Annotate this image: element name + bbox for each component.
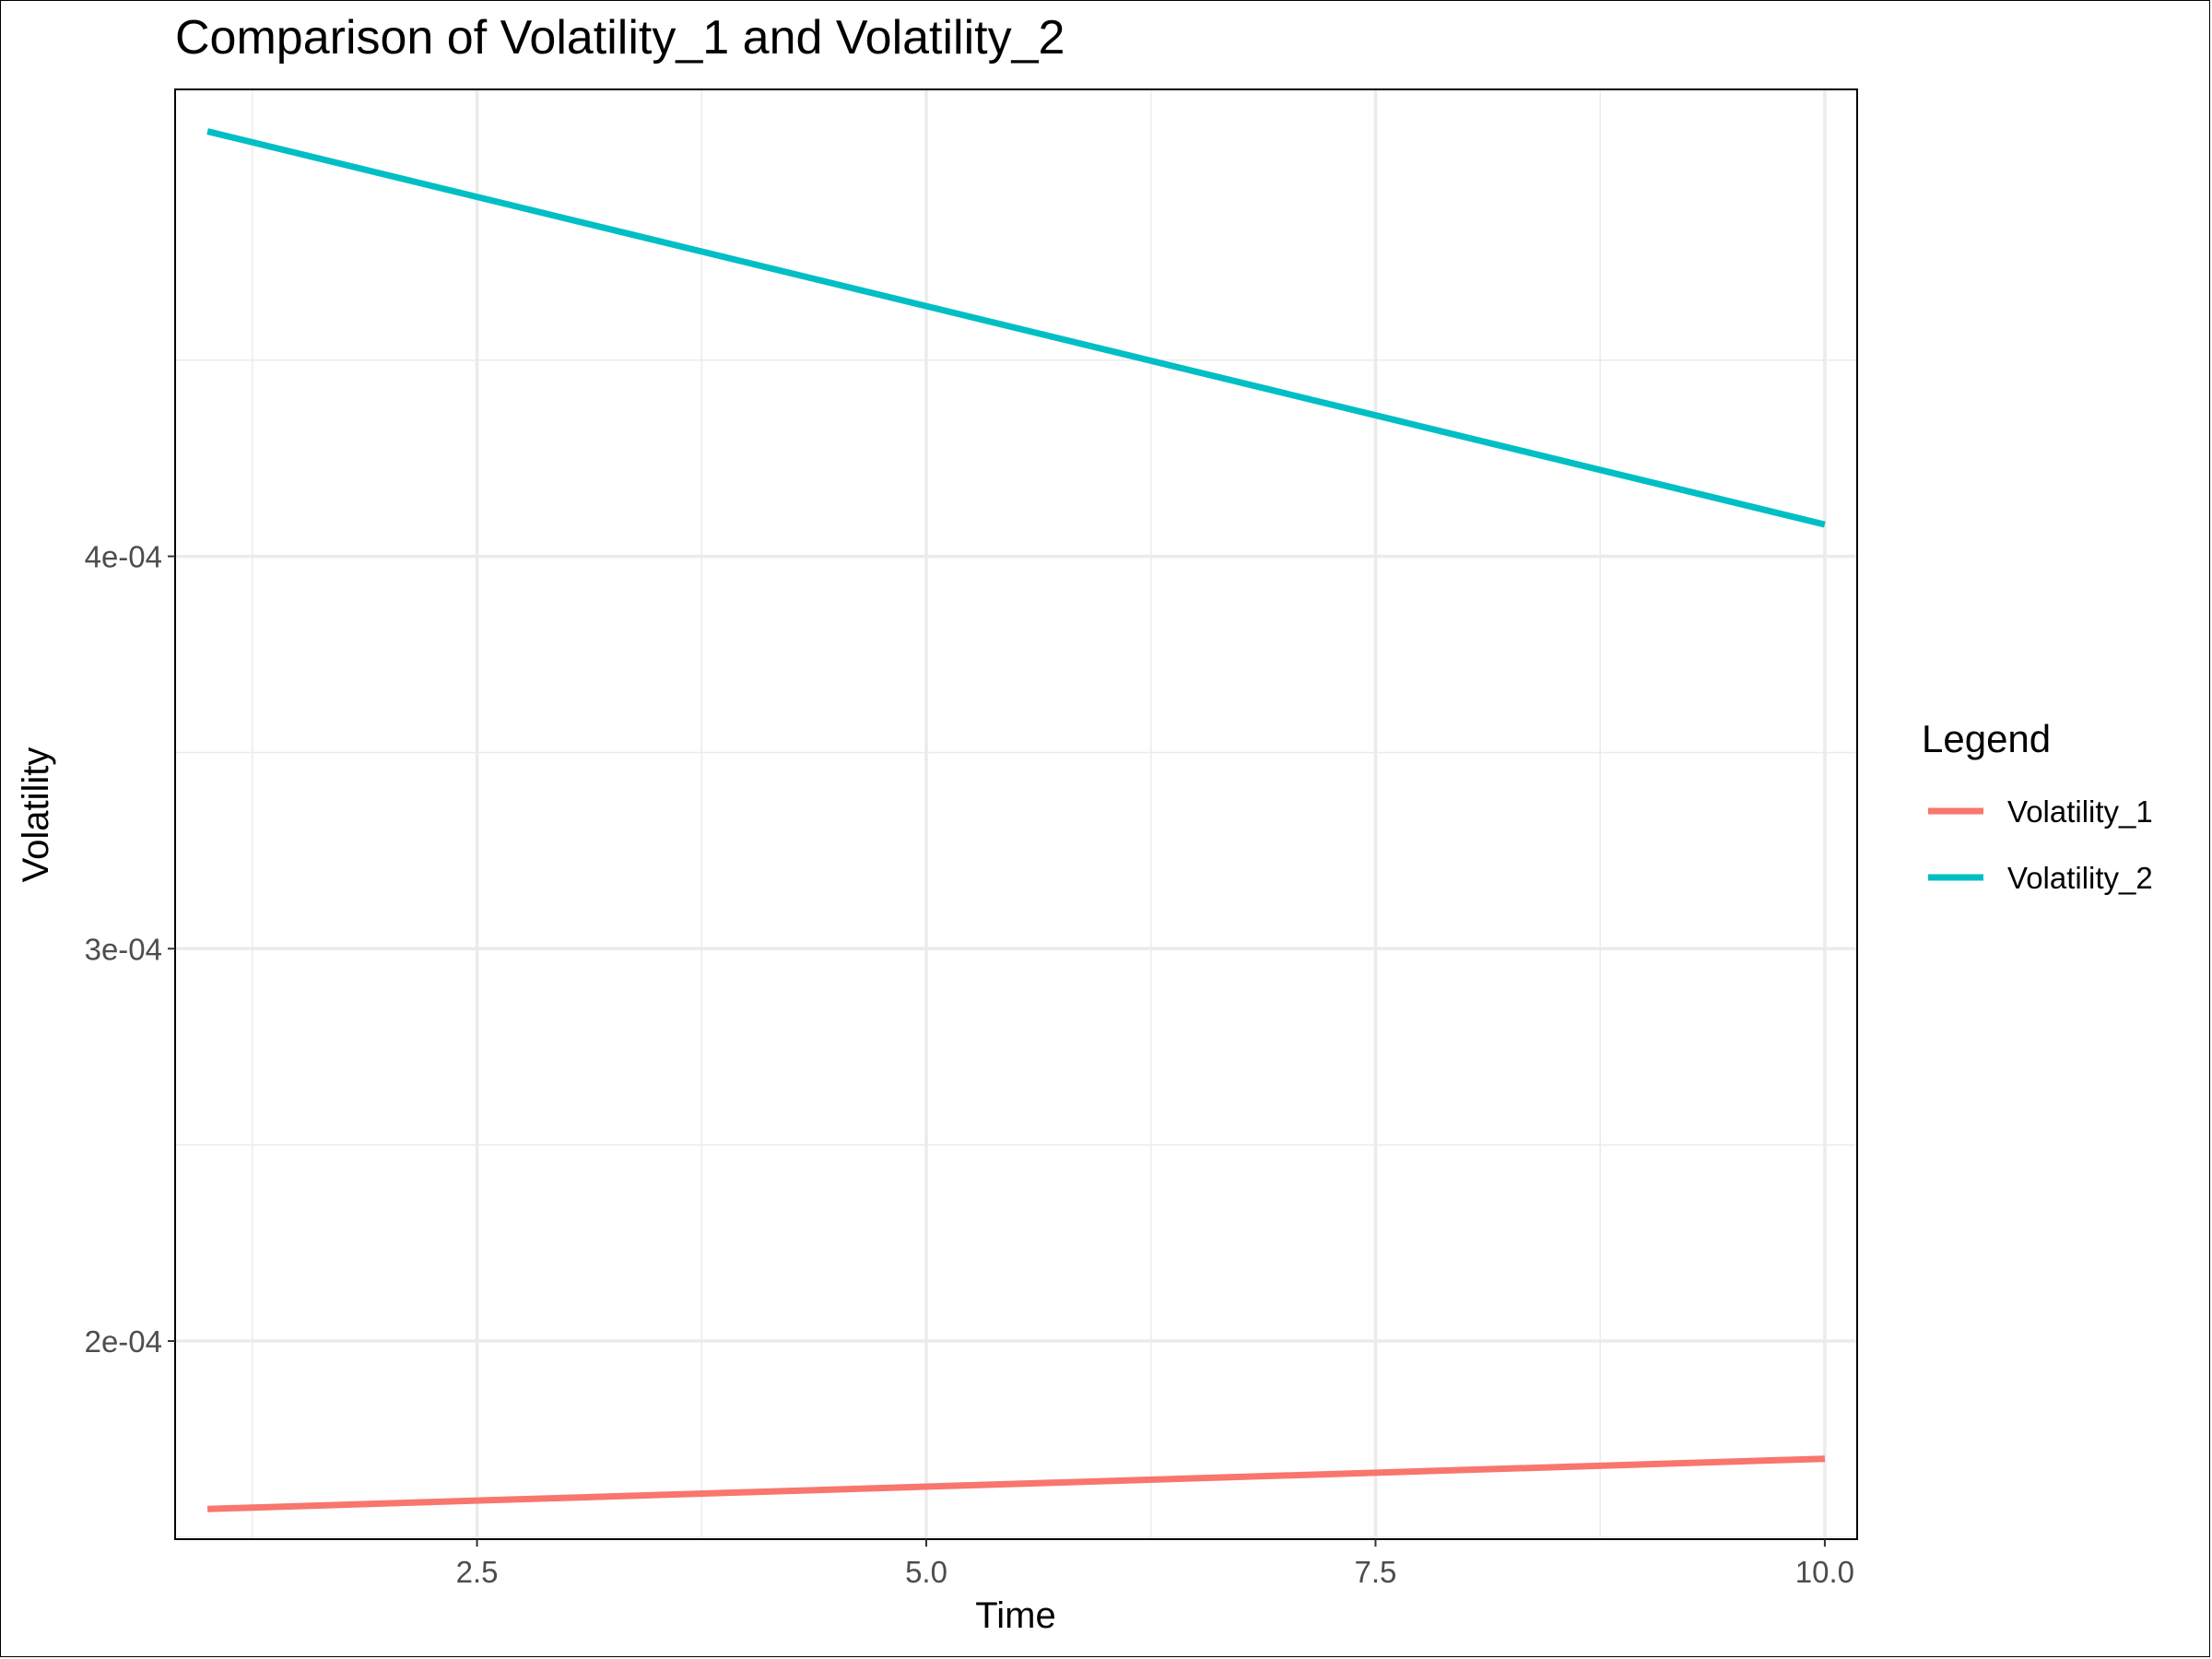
x-tick-label: 7.5 xyxy=(1355,1555,1397,1589)
series-lines xyxy=(206,128,1826,1512)
plot-panel-border xyxy=(174,88,1858,1540)
y-tick-label: 4e-04 xyxy=(85,540,162,574)
series-line-volatility-1 xyxy=(206,1455,1826,1512)
y-axis-ticks: 2e-04 3e-04 4e-04 xyxy=(85,540,175,1359)
minor-gridlines xyxy=(175,89,1857,1539)
major-gridlines xyxy=(175,89,1857,1539)
x-axis-ticks: 2.5 5.0 7.5 10.0 xyxy=(456,1539,1854,1589)
legend: Legend Volatility_1 Volatility_2 xyxy=(1922,717,2153,895)
y-axis-label: Volatility xyxy=(16,747,56,883)
x-axis-label: Time xyxy=(975,1595,1055,1636)
x-tick-label: 5.0 xyxy=(905,1555,947,1589)
chart-title: Comparison of Volatility_1 and Volatilit… xyxy=(175,11,1065,65)
x-tick-label: 2.5 xyxy=(456,1555,499,1589)
y-tick-label: 2e-04 xyxy=(85,1324,162,1359)
legend-title: Legend xyxy=(1922,717,2051,760)
legend-label: Volatility_1 xyxy=(2007,794,2153,829)
x-tick-label: 10.0 xyxy=(1795,1555,1854,1589)
legend-label: Volatility_2 xyxy=(2007,861,2153,895)
series-line-volatility-2 xyxy=(206,128,1826,528)
y-tick-label: 3e-04 xyxy=(85,932,162,966)
